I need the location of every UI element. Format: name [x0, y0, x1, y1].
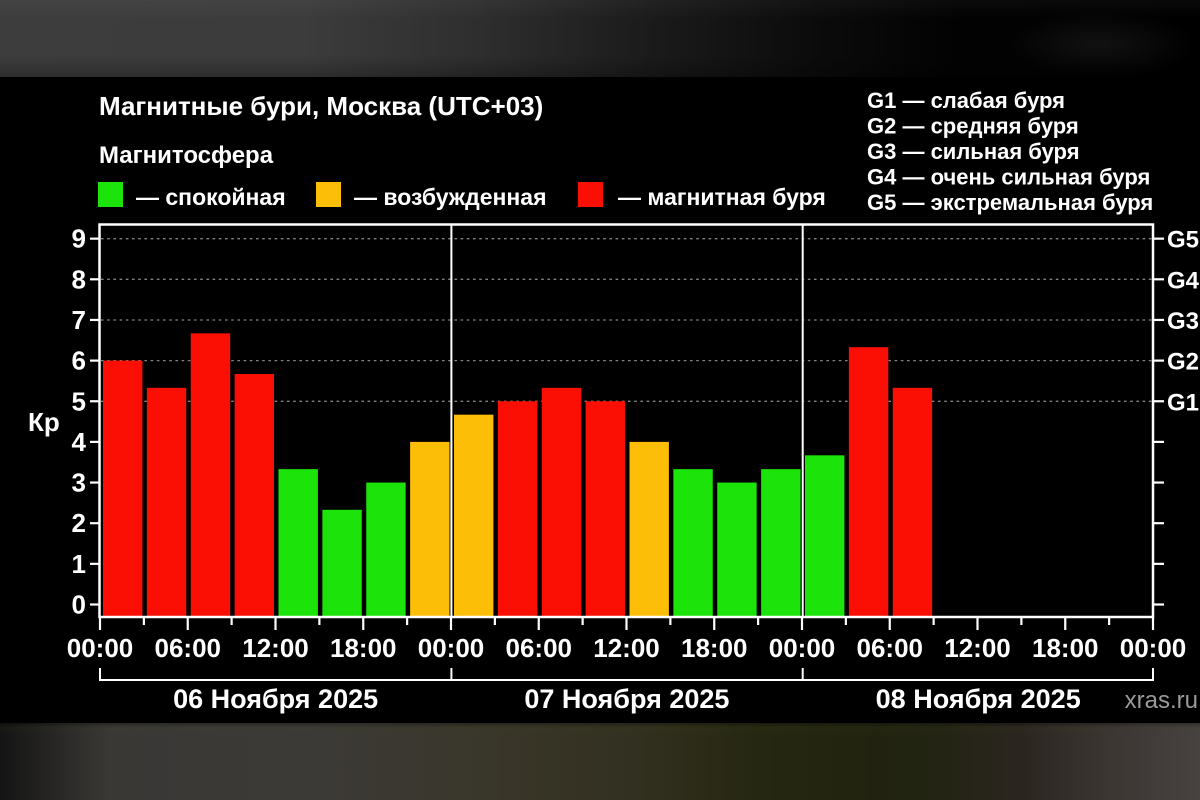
- svg-text:5: 5: [72, 386, 86, 416]
- svg-text:12:00: 12:00: [944, 633, 1011, 663]
- svg-text:06:00: 06:00: [857, 633, 924, 663]
- svg-text:07 Ноября 2025: 07 Ноября 2025: [524, 684, 729, 714]
- svg-text:2: 2: [72, 508, 86, 538]
- svg-text:G1 — слабая буря: G1 — слабая буря: [867, 88, 1065, 113]
- svg-text:G2: G2: [1167, 349, 1199, 376]
- svg-text:06 Ноября 2025: 06 Ноября 2025: [173, 684, 378, 714]
- svg-text:G5: G5: [1167, 227, 1199, 254]
- svg-text:1: 1: [72, 549, 86, 579]
- svg-text:8: 8: [72, 264, 86, 294]
- svg-text:G5 — экстремальная буря: G5 — экстремальная буря: [867, 190, 1153, 215]
- svg-text:xras.ru: xras.ru: [1125, 687, 1198, 714]
- svg-text:Магнитные бури, Москва (UTC+03: Магнитные бури, Москва (UTC+03): [99, 91, 543, 121]
- svg-text:G4 — очень сильная буря: G4 — очень сильная буря: [867, 165, 1150, 190]
- svg-text:00:00: 00:00: [1120, 633, 1187, 663]
- svg-text:18:00: 18:00: [330, 633, 397, 663]
- svg-text:— возбужденная: — возбужденная: [354, 184, 547, 210]
- svg-text:— спокойная: — спокойная: [136, 184, 286, 210]
- svg-text:— магнитная буря: — магнитная буря: [618, 184, 826, 210]
- svg-text:9: 9: [72, 224, 86, 254]
- svg-text:18:00: 18:00: [681, 633, 748, 663]
- svg-text:00:00: 00:00: [769, 633, 836, 663]
- svg-text:Магнитосфера: Магнитосфера: [99, 142, 274, 169]
- svg-text:G3: G3: [1167, 308, 1199, 335]
- svg-text:00:00: 00:00: [67, 633, 134, 663]
- svg-text:18:00: 18:00: [1032, 633, 1099, 663]
- svg-text:12:00: 12:00: [593, 633, 660, 663]
- svg-text:4: 4: [72, 427, 87, 457]
- svg-text:7: 7: [72, 305, 86, 335]
- svg-text:06:00: 06:00: [155, 633, 222, 663]
- svg-text:06:00: 06:00: [506, 633, 573, 663]
- svg-text:00:00: 00:00: [418, 633, 485, 663]
- svg-text:08 Ноября 2025: 08 Ноября 2025: [876, 684, 1081, 714]
- svg-text:0: 0: [72, 590, 86, 620]
- svg-text:6: 6: [72, 346, 86, 376]
- svg-text:G3 — сильная буря: G3 — сильная буря: [867, 139, 1080, 164]
- svg-text:G2 — средняя буря: G2 — средняя буря: [867, 114, 1079, 139]
- svg-text:G4: G4: [1167, 267, 1200, 294]
- svg-text:Кр: Кр: [28, 407, 60, 437]
- svg-text:G1: G1: [1167, 389, 1199, 416]
- svg-text:3: 3: [72, 468, 86, 498]
- svg-text:12:00: 12:00: [242, 633, 309, 663]
